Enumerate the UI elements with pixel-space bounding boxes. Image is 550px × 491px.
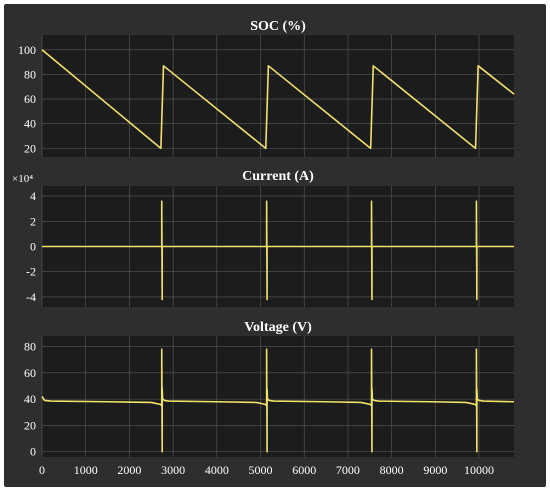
- x-tick-label: 6000: [292, 463, 316, 477]
- y-tick-label: 0: [30, 445, 36, 459]
- x-tick-label: 10000: [464, 463, 494, 477]
- x-tick-label: 4000: [205, 463, 229, 477]
- voltage-y-ticks: 0 20 40 60 80: [24, 340, 36, 459]
- y-tick-label: 60: [24, 366, 36, 380]
- voltage-series-line: [41, 348, 515, 453]
- subplot-soc: SOC (%) 20 40 60 80 100: [18, 19, 515, 157]
- y-tick-label: 0: [30, 240, 36, 254]
- y-tick-label: -2: [26, 265, 36, 279]
- voltage-plot-area: [42, 336, 514, 457]
- subplot-current: Current (A) ×10⁴ -4 -2 0 2 4: [12, 169, 514, 307]
- current-title: Current (A): [242, 169, 314, 184]
- soc-title: SOC (%): [250, 19, 306, 34]
- subplot-voltage: Voltage (V) 0 20 40 60 80 0 1000 2000 3000 4000 5…: [24, 320, 515, 477]
- current-series-line: [42, 200, 514, 301]
- voltage-x-ticks: 0 1000 2000 3000 4000 5000 6000 7000 8000 9000 100…: [39, 463, 494, 477]
- x-tick-label: 1000: [74, 463, 98, 477]
- figure: SOC (%) 20 40 60 80 100 Current (A) ×10⁴ -4-…: [4, 4, 546, 487]
- y-tick-label: 40: [24, 392, 36, 406]
- soc-grid: [41, 35, 514, 157]
- x-tick-label: 0: [39, 463, 45, 477]
- x-tick-label: 2000: [117, 463, 141, 477]
- x-tick-label: 7000: [336, 463, 360, 477]
- soc-series-line: [41, 49, 515, 150]
- y-tick-label: 40: [24, 117, 36, 131]
- x-tick-label: 9000: [423, 463, 447, 477]
- voltage-title: Voltage (V): [244, 320, 312, 335]
- current-y-ticks: -4 -2 0 2 4: [26, 189, 36, 304]
- y-tick-label: 60: [24, 92, 36, 106]
- y-tick-label: 20: [24, 418, 36, 432]
- x-tick-label: 5000: [249, 463, 273, 477]
- x-tick-label: 8000: [380, 463, 404, 477]
- x-tick-label: 3000: [161, 463, 185, 477]
- current-y-exponent-label: ×10⁴: [12, 173, 33, 185]
- y-tick-label: -4: [26, 290, 36, 304]
- y-tick-label: 80: [24, 340, 36, 354]
- voltage-grid: [41, 336, 514, 457]
- y-tick-label: 20: [24, 141, 36, 155]
- y-tick-label: 4: [30, 189, 36, 203]
- y-tick-label: 2: [30, 214, 36, 228]
- soc-y-ticks: 20 40 60 80 100: [18, 43, 36, 156]
- y-tick-label: 100: [18, 43, 36, 57]
- soc-plot-area: [42, 35, 514, 157]
- y-tick-label: 80: [24, 67, 36, 81]
